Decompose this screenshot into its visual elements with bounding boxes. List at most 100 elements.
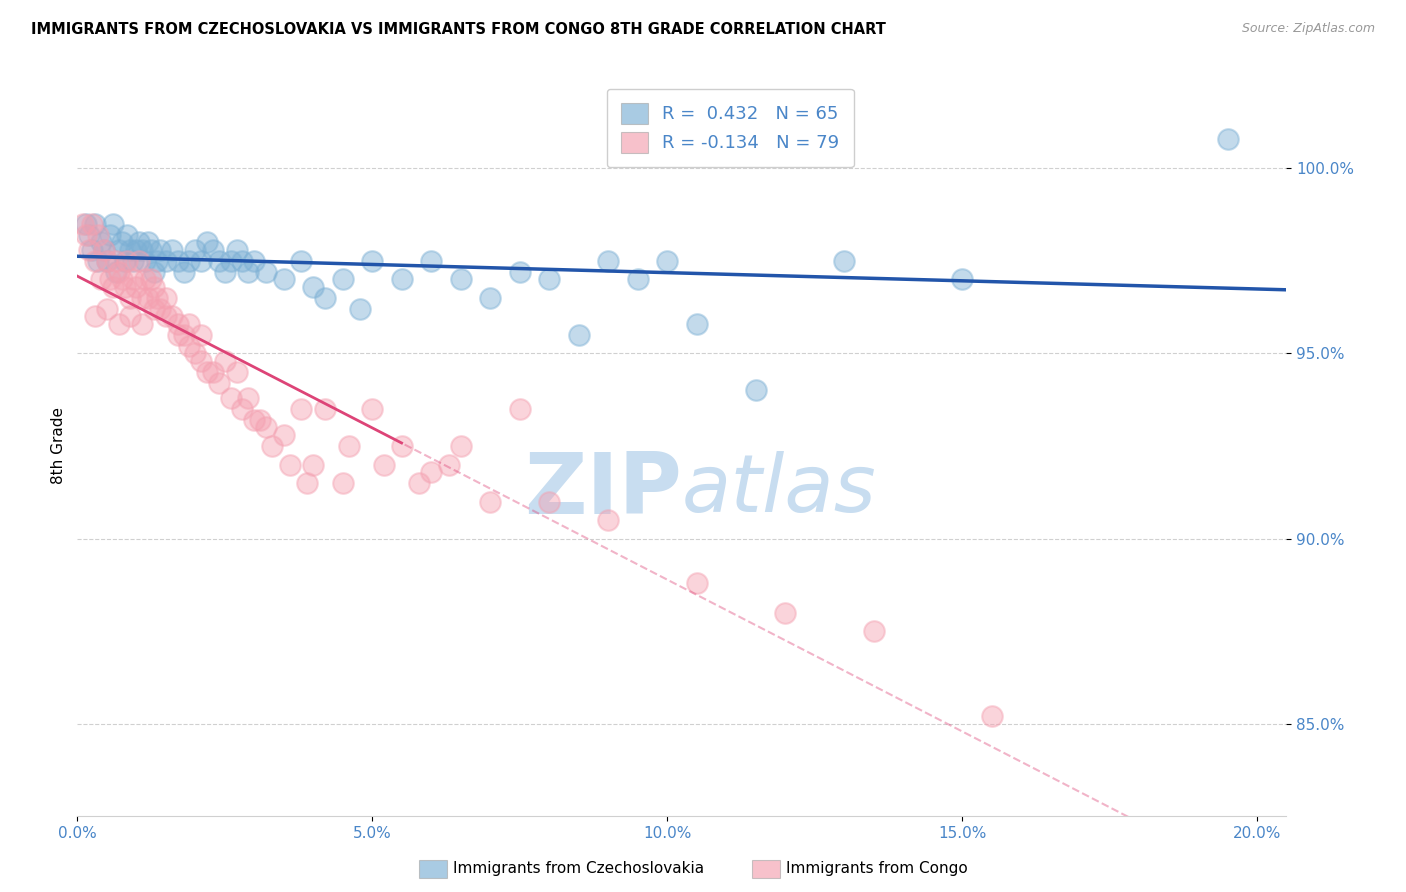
Point [249,413,271,427]
Point [238,391,260,405]
Y-axis label: 8th Grade: 8th Grade [51,408,66,484]
Point [104,253,127,268]
Point [238,265,260,279]
Point [297,475,319,490]
Point [98,272,121,286]
Text: IMMIGRANTS FROM CZECHOSLOVAKIA VS IMMIGRANTS FROM CONGO 8TH GRADE CORRELATION CH: IMMIGRANTS FROM CZECHOSLOVAKIA VS IMMIGR… [31,22,886,37]
Point [90,272,112,286]
Point [219,391,242,405]
Point [219,253,242,268]
Point [184,346,207,360]
Point [98,227,121,242]
Point [195,365,218,379]
Point [420,253,443,268]
Point [143,280,166,294]
Point [231,253,253,268]
Point [120,310,142,324]
Point [90,235,112,250]
Point [101,280,124,294]
Point [143,301,166,316]
Point [225,365,247,379]
Point [160,243,183,257]
Point [254,420,277,434]
Point [190,327,212,342]
Point [208,376,231,390]
Point [190,253,212,268]
Point [155,253,177,268]
Point [131,317,153,331]
Point [225,243,247,257]
Point [122,272,145,286]
Point [96,253,118,268]
Point [598,513,620,527]
Point [107,265,129,279]
Point [214,354,236,368]
Point [75,217,97,231]
Point [254,265,277,279]
Point [509,401,531,416]
Point [568,327,591,342]
Point [146,253,169,268]
Point [173,265,195,279]
Point [139,243,162,257]
Point [408,475,430,490]
Point [77,227,100,242]
Point [260,439,283,453]
Point [195,235,218,250]
Point [117,227,139,242]
Point [337,439,360,453]
Point [75,227,97,242]
Point [391,272,413,286]
Point [143,265,166,279]
Point [273,272,295,286]
Point [598,253,620,268]
Point [479,494,502,508]
Point [84,310,107,324]
Point [450,272,472,286]
Point [231,401,253,416]
Point [80,217,103,231]
Point [657,253,679,268]
Text: Immigrants from Czechoslovakia: Immigrants from Czechoslovakia [453,862,704,876]
Point [149,243,172,257]
Point [361,253,384,268]
Point [290,401,312,416]
Point [96,301,118,316]
Point [77,243,100,257]
Point [134,253,156,268]
Point [685,317,707,331]
Point [84,253,107,268]
Point [93,243,115,257]
Point [437,458,460,472]
Point [114,253,136,268]
Point [980,709,1002,723]
Point [80,243,103,257]
Point [120,291,142,305]
Point [134,272,156,286]
Point [179,253,201,268]
Point [190,354,212,368]
Point [290,253,312,268]
Point [373,458,395,472]
Point [139,272,162,286]
Point [332,272,354,286]
Point [84,217,107,231]
Point [201,365,224,379]
Point [104,265,127,279]
Point [96,253,118,268]
Point [166,327,188,342]
Point [685,576,707,591]
Point [110,235,132,250]
Point [114,280,136,294]
Point [184,243,207,257]
Point [87,227,110,242]
Point [361,401,384,416]
Point [509,265,531,279]
Point [179,317,201,331]
Point [155,291,177,305]
Point [155,310,177,324]
Point [201,243,224,257]
Point [314,291,336,305]
Point [450,439,472,453]
Point [122,253,145,268]
